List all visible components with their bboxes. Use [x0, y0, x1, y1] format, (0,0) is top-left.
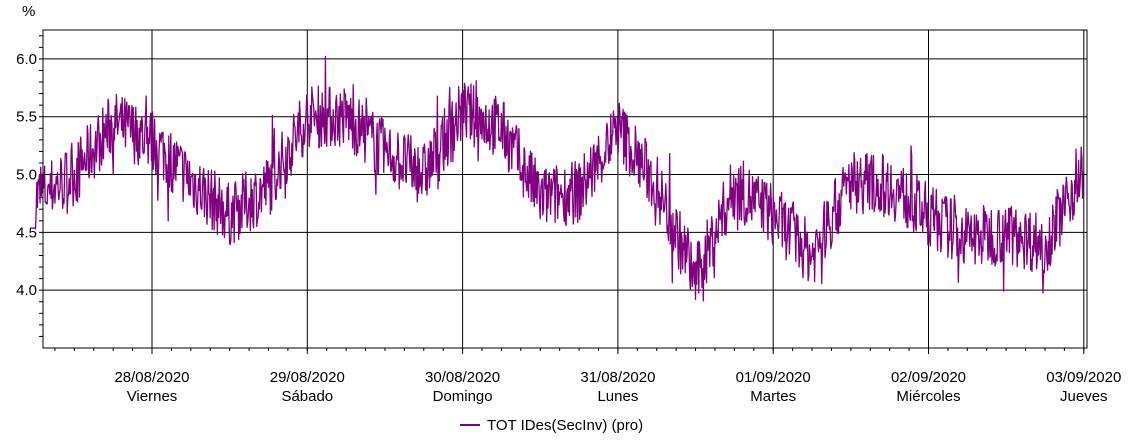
y-tick-label: 5.5	[16, 109, 37, 126]
y-unit-label: %	[22, 3, 35, 20]
x-tick-date: 29/08/2020	[270, 369, 345, 386]
x-tick-day: Lunes	[597, 388, 638, 405]
y-tick-label: 5.0	[16, 167, 37, 184]
x-tick-date: 30/08/2020	[425, 369, 500, 386]
y-tick-label: 4.5	[16, 224, 37, 241]
x-axis-ticks: 28/08/2020 Viernes 29/08/2020 Sábado 30/08/2…	[54, 348, 1121, 405]
x-tick-day: Miércoles	[896, 388, 960, 405]
x-tick-date: 01/09/2020	[736, 369, 811, 386]
x-tick-day: Martes	[750, 388, 796, 405]
x-tick-date: 28/08/2020	[114, 369, 189, 386]
x-tick-day: Viernes	[127, 388, 178, 405]
plot-frame	[42, 29, 1088, 349]
y-tick-label: 4.0	[16, 282, 37, 299]
x-tick-date: 02/09/2020	[891, 369, 966, 386]
x-tick-day: Jueves	[1060, 388, 1108, 405]
y-tick-label: 6.0	[16, 51, 37, 68]
series-line-tot-ides	[34, 55, 1085, 302]
series-layer	[34, 55, 1085, 302]
y-axis-ticks: 6.0 5.5 5.0 4.5 4.0	[16, 35, 43, 337]
legend-label: TOT IDes(SecInv) (pro)	[487, 417, 643, 434]
x-tick-date: 31/08/2020	[580, 369, 655, 386]
x-tick-day: Sábado	[281, 388, 333, 405]
legend: TOT IDes(SecInv) (pro)	[460, 417, 643, 434]
x-tick-day: Domingo	[433, 388, 493, 405]
x-tick-date: 03/09/2020	[1046, 369, 1121, 386]
